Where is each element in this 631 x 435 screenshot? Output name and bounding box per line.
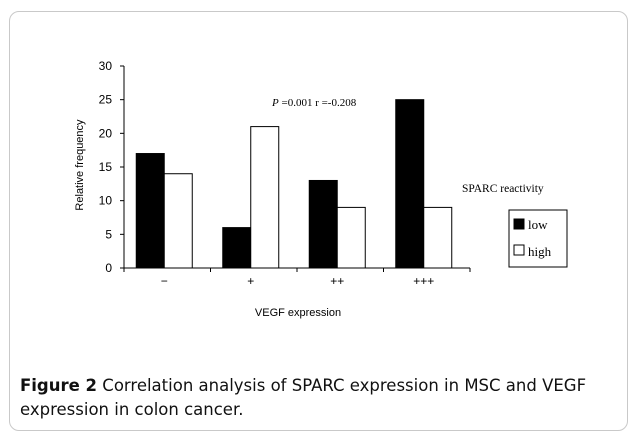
- y-tick-label: 10: [99, 194, 113, 208]
- legend-label-low: low: [528, 217, 548, 232]
- x-axis-label: VEGF expression: [255, 307, 341, 319]
- bar-low-2: [222, 227, 252, 269]
- figure-caption: Figure 2 Correlation analysis of SPARC e…: [20, 374, 620, 422]
- stats-annotation: P =0.001 r =-0.208: [271, 97, 357, 109]
- y-tick-label: 30: [99, 59, 113, 73]
- bar-high-4: [423, 206, 453, 269]
- bar-low-3: [308, 179, 338, 269]
- figure-label: Figure 2: [20, 376, 98, 395]
- bar-low-1: [135, 153, 165, 269]
- y-axis-label: Relative frequency: [74, 119, 86, 211]
- legend-box: [508, 209, 568, 268]
- y-tick-label: 20: [99, 126, 113, 140]
- x-tick-label: +++: [413, 274, 434, 288]
- legend-swatch-high: [513, 244, 525, 256]
- legend: low high: [508, 209, 568, 268]
- bar-low-4: [395, 99, 425, 269]
- x-axis: − + ++ +++: [123, 267, 471, 288]
- bars: [135, 99, 453, 269]
- y-tick-label: 5: [105, 227, 112, 241]
- y-tick-label: 0: [105, 261, 112, 275]
- y-tick-label: 25: [99, 93, 113, 107]
- legend-label-high: high: [528, 244, 552, 259]
- caption-end: .: [238, 400, 244, 419]
- y-tick-label: 15: [99, 160, 113, 174]
- bar-high-3: [336, 206, 366, 269]
- y-axis: 0 5 10 15 20 25 30: [99, 59, 125, 275]
- legend-title: SPARC reactivity: [462, 183, 544, 195]
- bar-high-2: [250, 126, 280, 269]
- x-tick-label: ++: [330, 274, 344, 288]
- legend-swatch-low: [513, 218, 525, 230]
- bar-high-1: [163, 173, 193, 269]
- x-tick-label: −: [161, 274, 168, 288]
- caption-text: Correlation analysis of SPARC expression…: [20, 376, 587, 419]
- x-tick-label: +: [247, 274, 254, 288]
